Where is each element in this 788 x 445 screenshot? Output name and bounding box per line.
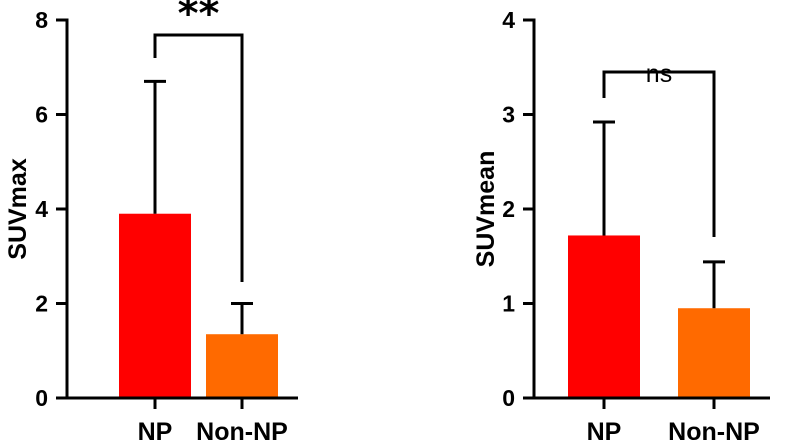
x-tick-label-np: NP — [587, 418, 622, 445]
y-tick-label: 3 — [502, 102, 515, 128]
bar-non-np — [678, 308, 750, 398]
y-axis-label: SUVmean — [472, 151, 500, 268]
x-tick-label-np: NP — [138, 418, 173, 445]
significance-label: ** — [178, 0, 220, 37]
y-tick-label: 4 — [35, 196, 48, 222]
y-tick-label: 2 — [502, 196, 515, 222]
bar-non-np — [206, 334, 278, 398]
x-tick-label-non-np: Non-NP — [668, 418, 760, 445]
significance-label: ns — [646, 60, 672, 88]
y-tick-label: 8 — [35, 7, 48, 33]
x-tick-label-non-np: Non-NP — [196, 418, 288, 445]
y-tick-label: 4 — [502, 7, 515, 33]
bar-np — [119, 213, 191, 398]
y-tick-label: 0 — [502, 385, 515, 411]
y-axis-label: SUVmax — [4, 158, 32, 260]
significance-bracket — [602, 70, 716, 237]
y-tick-label: 1 — [502, 291, 515, 317]
bar-np — [568, 235, 640, 398]
y-tick-label: 0 — [35, 385, 48, 411]
y-tick-label: 2 — [35, 291, 48, 317]
y-tick-label: 6 — [35, 102, 48, 128]
chart-suvmax: 0 2 4 6 8 NP Non-NP SUVmax ** — [4, 0, 298, 445]
significance-bracket — [153, 33, 244, 282]
chart-suvmean: 0 1 2 3 4 NP Non-NP SUVmean ns — [472, 7, 770, 445]
